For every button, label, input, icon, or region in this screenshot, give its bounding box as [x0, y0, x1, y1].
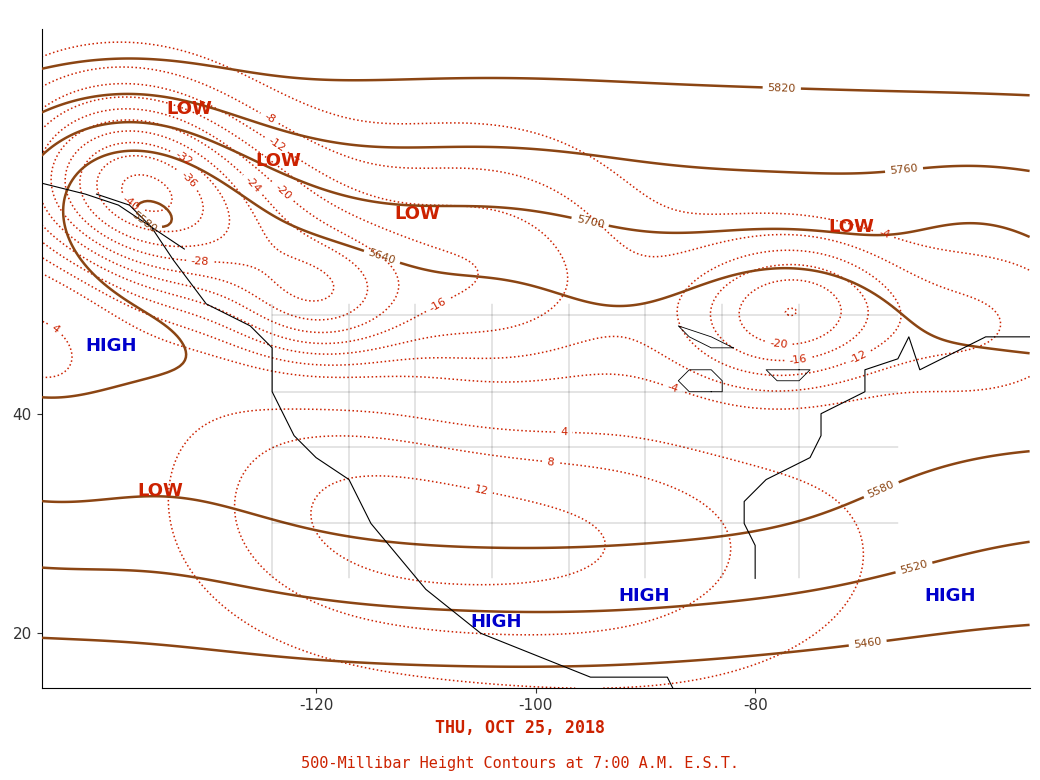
Text: 5700: 5700 [575, 214, 605, 230]
Text: LOW: LOW [394, 205, 440, 223]
Text: 5460: 5460 [853, 636, 882, 650]
Text: 8: 8 [546, 457, 554, 467]
Text: HIGH: HIGH [470, 613, 522, 631]
Text: 5580: 5580 [866, 480, 896, 500]
Text: 5520: 5520 [899, 559, 929, 576]
Text: 4: 4 [560, 427, 568, 438]
Text: -20: -20 [769, 338, 788, 350]
Text: HIGH: HIGH [619, 587, 670, 605]
Text: -16: -16 [427, 296, 448, 314]
Text: -4: -4 [878, 228, 891, 241]
Text: -24: -24 [243, 175, 263, 195]
Text: 5820: 5820 [768, 83, 796, 94]
Text: 4: 4 [49, 322, 60, 335]
Text: THU, OCT 25, 2018: THU, OCT 25, 2018 [435, 719, 605, 737]
Text: -32: -32 [174, 149, 194, 168]
Text: HIGH: HIGH [85, 337, 136, 355]
Text: LOW: LOW [829, 218, 875, 236]
Text: LOW: LOW [256, 152, 302, 170]
Text: 12: 12 [473, 484, 489, 497]
Text: -8: -8 [262, 112, 277, 126]
Text: -12: -12 [848, 349, 868, 366]
Text: -36: -36 [179, 170, 199, 190]
Text: LOW: LOW [137, 481, 183, 499]
Text: 5640: 5640 [367, 247, 397, 266]
Text: -20: -20 [274, 182, 293, 202]
Text: -28: -28 [190, 256, 210, 267]
Text: 500-Millibar Height Contours at 7:00 A.M. E.S.T.: 500-Millibar Height Contours at 7:00 A.M… [301, 756, 739, 771]
Text: -40: -40 [121, 194, 141, 213]
Text: LOW: LOW [166, 100, 213, 118]
Text: -12: -12 [266, 136, 286, 154]
Text: -16: -16 [788, 353, 808, 366]
Text: 5760: 5760 [889, 164, 918, 176]
Text: HIGH: HIGH [925, 587, 977, 605]
Text: -4: -4 [666, 381, 680, 395]
Text: 5580: 5580 [130, 210, 158, 235]
